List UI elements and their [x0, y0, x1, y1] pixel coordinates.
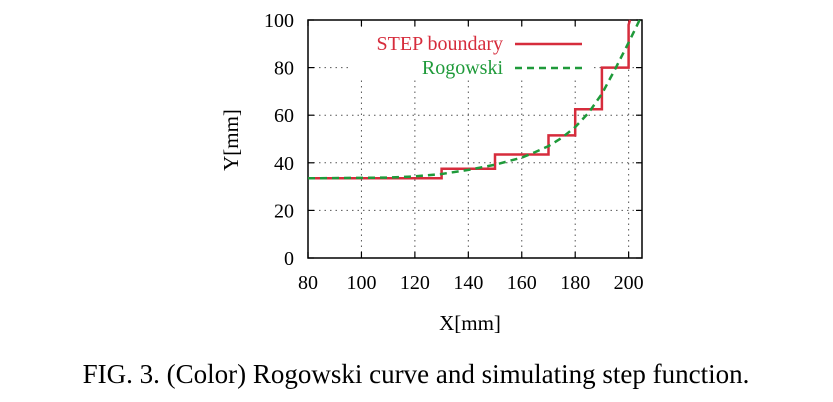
x-tick-label: 80	[298, 272, 318, 294]
y-tick-label: 40	[274, 153, 294, 175]
figure-caption: FIG. 3. (Color) Rogowski curve and simul…	[83, 359, 750, 389]
y-axis-label: Y[mm]	[219, 109, 243, 171]
x-tick-label: 180	[560, 272, 590, 294]
x-tick-label: 200	[614, 272, 644, 294]
x-axis-label: X[mm]	[439, 311, 501, 335]
y-tick-label: 20	[274, 200, 294, 222]
y-tick-label: 80	[274, 58, 294, 80]
x-tick-label: 140	[453, 272, 483, 294]
y-tick-label: 60	[274, 105, 294, 127]
legend: STEP boundary Rogowski	[350, 28, 590, 80]
x-tick-label: 120	[400, 272, 430, 294]
x-tick-label: 160	[507, 272, 537, 294]
x-tick-label: 100	[346, 272, 376, 294]
y-tick-label: 0	[284, 248, 294, 270]
y-tick-label: 100	[264, 10, 294, 32]
legend-label-rogowski: Rogowski	[422, 57, 504, 79]
legend-label-step-boundary: STEP boundary	[377, 33, 503, 55]
